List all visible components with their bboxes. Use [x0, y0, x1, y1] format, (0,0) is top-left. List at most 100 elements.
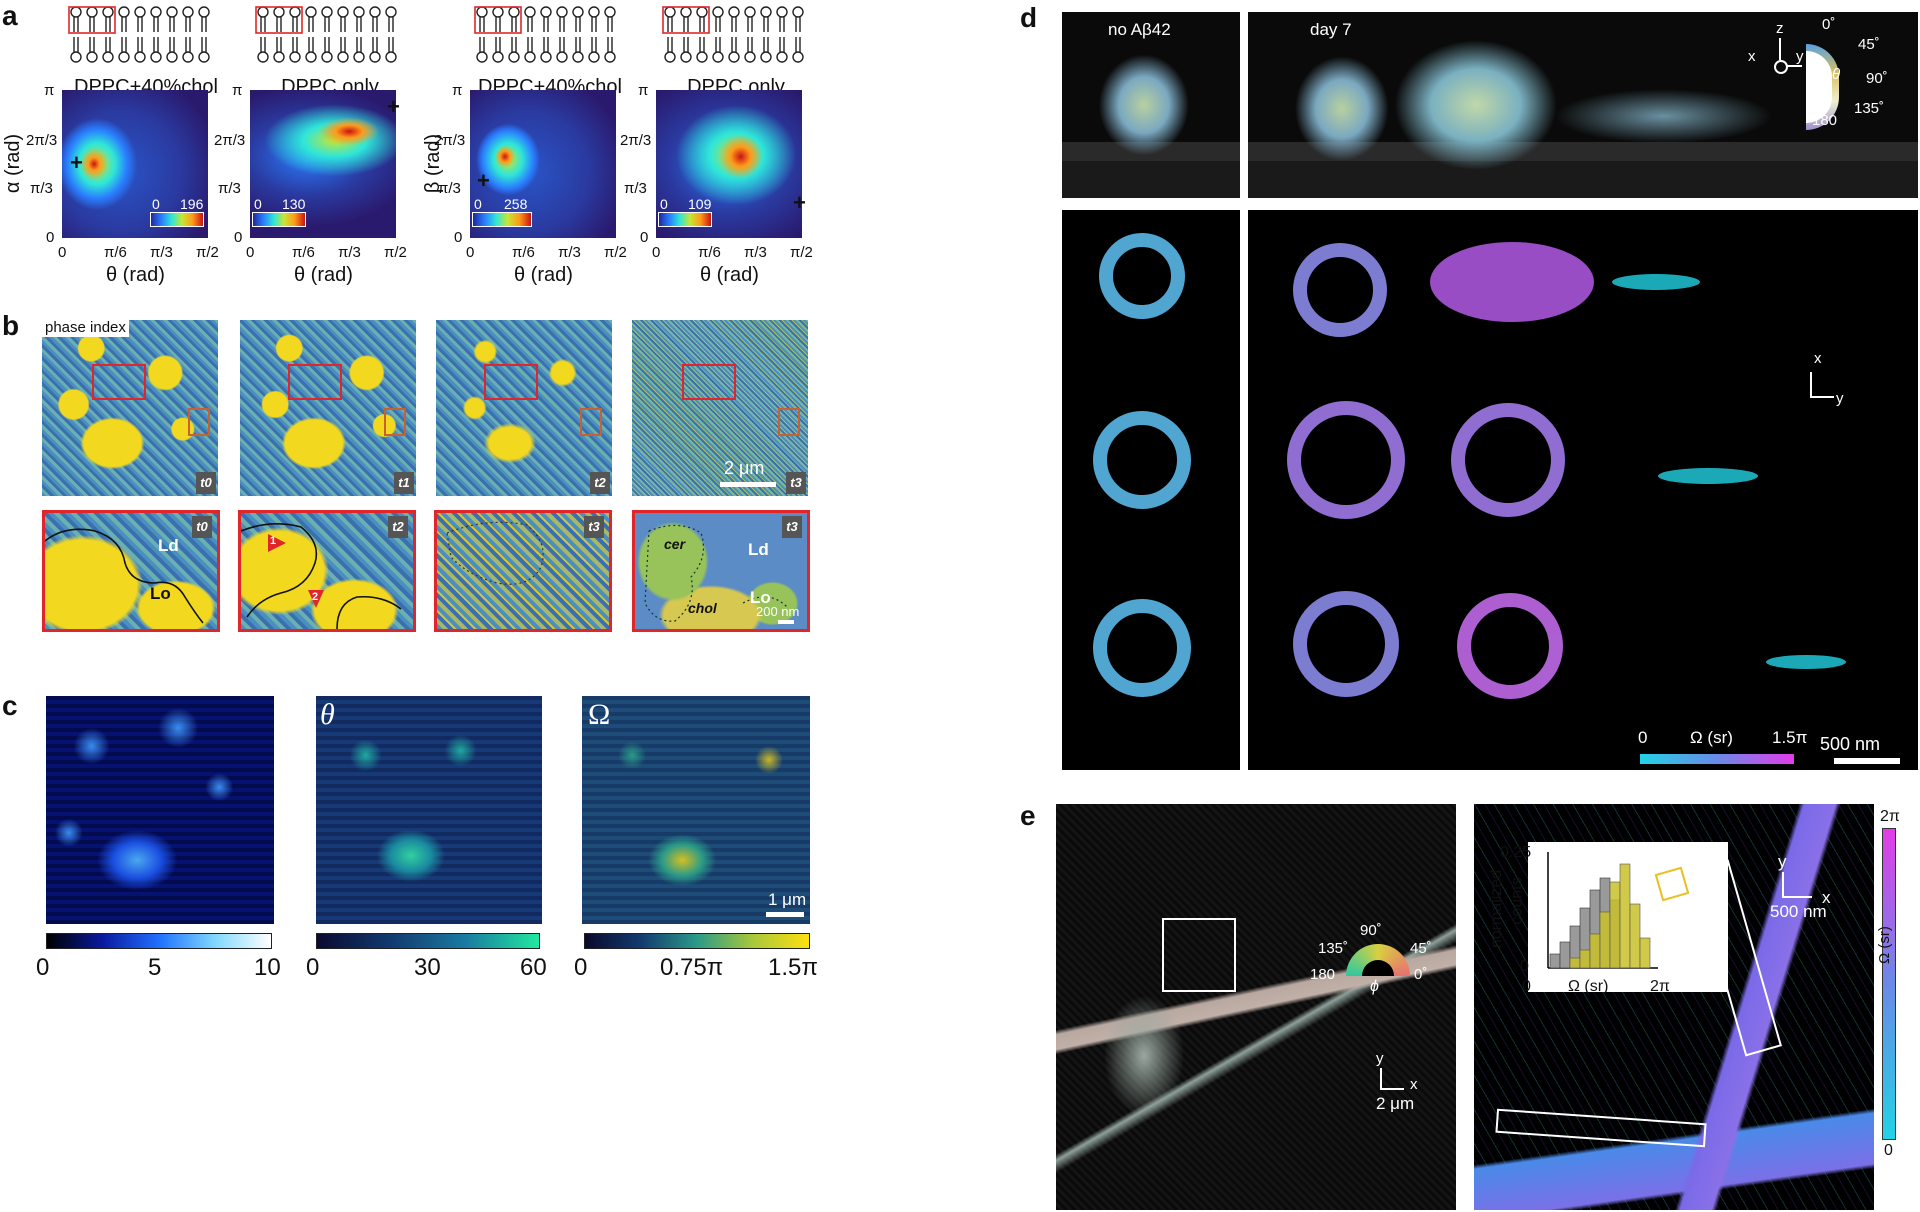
y-tick: π/3 — [30, 180, 53, 197]
axis-arrow — [1810, 396, 1834, 398]
colorbar-max: 1.5π — [1772, 728, 1808, 747]
x-tick: 0 — [58, 244, 67, 261]
scalebar-label: 500 nm — [1820, 734, 1881, 754]
cbar-tick: 1.5π — [768, 954, 818, 981]
x-tick: π/2 — [384, 244, 407, 261]
colorbar-theta — [316, 933, 540, 949]
roi-box — [288, 364, 342, 400]
domain-outline — [446, 521, 544, 585]
axis-arrow — [1786, 65, 1802, 67]
x-tick: 0 — [652, 244, 661, 261]
x-tick: π/2 — [604, 244, 627, 261]
angle-tick: 90˚ — [1866, 70, 1888, 87]
axis-x-label: x — [1410, 1076, 1418, 1093]
top-view-day7 — [1248, 210, 1918, 770]
roi-box — [484, 364, 538, 400]
y-tick: π — [232, 82, 243, 99]
hist-ylabel: counts — [1508, 877, 1526, 925]
time-badge: t2 — [388, 516, 408, 538]
y-tick: 2π/3 — [434, 132, 466, 149]
marker-cross: + — [70, 150, 83, 175]
colorbar-max: 2π — [1880, 808, 1900, 825]
cbar-tick: 60 — [520, 954, 547, 981]
colorbar-min: 0 — [474, 196, 482, 212]
condition-label: day 7 — [1310, 20, 1352, 39]
ring-plot — [1093, 233, 1846, 699]
y-tick: 0 — [46, 229, 55, 246]
x-tick: π/6 — [104, 244, 127, 261]
hist-ytick: 0.25 — [1500, 844, 1532, 861]
panel-b-label: b — [2, 310, 20, 341]
domain-outline — [45, 528, 204, 624]
angle-tick: 135˚ — [1318, 940, 1349, 957]
x-axis-label: θ (rad) — [106, 264, 165, 286]
intensity-map — [46, 696, 274, 924]
cbar-tick: 0.75π — [660, 954, 724, 981]
x-tick: π/6 — [292, 244, 315, 261]
theta-map — [316, 696, 542, 924]
y-tick: 2π/3 — [620, 132, 652, 149]
zoom-t2 — [238, 510, 416, 632]
cbar-tick: 0 — [36, 954, 50, 981]
time-badge: t0 — [196, 472, 216, 494]
hist-xtick: 0 — [1522, 978, 1531, 995]
scalebar-line — [766, 912, 804, 917]
colorbar-min: 0 — [152, 196, 160, 212]
histogram-chart — [1547, 852, 1658, 969]
region-label-cer: cer — [664, 536, 686, 552]
axis-arrow — [1380, 1068, 1382, 1088]
hist-ylabel: normalized — [1488, 869, 1506, 949]
colorbar-min: 0 — [1638, 728, 1648, 747]
x-tick: π/3 — [338, 244, 361, 261]
panel-a-label: a — [2, 0, 18, 31]
axis-x-label: x — [1748, 48, 1756, 65]
x-tick: π/3 — [558, 244, 581, 261]
angle-tick: 0˚ — [1822, 16, 1836, 33]
colorbar-max: 130 — [282, 196, 306, 212]
side-view-control — [1062, 12, 1240, 198]
colorbar — [658, 212, 712, 227]
zoom-t0 — [42, 510, 220, 632]
colorbar-intensity — [46, 933, 272, 949]
membrane-icon — [255, 6, 397, 63]
angle-tick: 180 — [1310, 966, 1336, 983]
axis-arrow — [1779, 38, 1781, 60]
axis-y-label: y — [1796, 48, 1804, 65]
scalebar-line — [1834, 758, 1900, 764]
scalebar-line — [720, 482, 776, 487]
roi-box — [580, 408, 602, 436]
colorbar-omega — [1882, 828, 1896, 1140]
colorbar-max: 258 — [504, 196, 528, 212]
axis-x-label: x — [1814, 350, 1822, 367]
scalebar-label: 200 nm — [756, 604, 800, 619]
top-view-control — [1062, 210, 1240, 770]
x-tick: π/6 — [512, 244, 535, 261]
domain-outline — [241, 523, 402, 629]
colorbar-label: Ω (sr) — [1876, 926, 1893, 964]
axis-arrow — [1782, 896, 1812, 898]
x-tick: π/2 — [196, 244, 219, 261]
membrane-icon — [662, 6, 804, 63]
time-badge: t0 — [192, 516, 212, 538]
hist-xtick: 2π — [1650, 978, 1670, 995]
hist-xlabel: Ω (sr) — [1568, 978, 1609, 995]
map-symbol: θ — [320, 698, 335, 731]
angle-tick: 45˚ — [1410, 940, 1432, 957]
roi-box — [92, 364, 146, 400]
y-tick: 2π/3 — [214, 132, 246, 149]
membrane-icon — [474, 6, 616, 63]
arrow-marker — [268, 534, 286, 552]
region-label-lo: Lo — [150, 584, 171, 603]
axis-arrow — [1782, 872, 1784, 896]
angle-tick: 180 — [1812, 112, 1838, 129]
x-tick: π/2 — [790, 244, 813, 261]
scalebar-label: 2 μm — [724, 458, 765, 478]
roi-box — [1162, 918, 1236, 992]
marker-cross: + — [477, 168, 490, 193]
colorbar-min: 0 — [660, 196, 668, 212]
region-label-ld: Ld — [158, 536, 179, 555]
hist-ytick: 0 — [1520, 958, 1529, 975]
marker-cross: + — [793, 190, 806, 215]
axis-x-label: x — [1822, 888, 1831, 907]
roi-box — [778, 408, 800, 436]
